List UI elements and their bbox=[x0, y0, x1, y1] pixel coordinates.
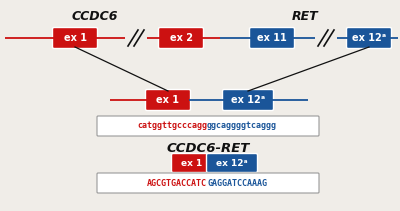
FancyBboxPatch shape bbox=[206, 153, 258, 173]
Text: ex 2: ex 2 bbox=[170, 33, 192, 43]
Text: ex 12ᵃ: ex 12ᵃ bbox=[231, 95, 265, 105]
FancyBboxPatch shape bbox=[52, 27, 98, 49]
Text: CCDC6: CCDC6 bbox=[72, 10, 118, 23]
FancyBboxPatch shape bbox=[97, 116, 319, 136]
FancyBboxPatch shape bbox=[158, 27, 204, 49]
FancyBboxPatch shape bbox=[97, 173, 319, 193]
Text: ex 12ᵃ: ex 12ᵃ bbox=[216, 158, 248, 168]
Text: AGCGTGACCATC: AGCGTGACCATC bbox=[147, 179, 207, 188]
Text: ex 12ᵃ: ex 12ᵃ bbox=[352, 33, 386, 43]
Text: ggcaggggtcaggg: ggcaggggtcaggg bbox=[207, 122, 277, 130]
Text: RET: RET bbox=[292, 10, 318, 23]
FancyBboxPatch shape bbox=[172, 153, 212, 173]
Text: ex 1: ex 1 bbox=[156, 95, 180, 105]
FancyBboxPatch shape bbox=[346, 27, 392, 49]
Text: ex 11: ex 11 bbox=[257, 33, 287, 43]
Text: ex 1: ex 1 bbox=[64, 33, 86, 43]
Text: ex 1: ex 1 bbox=[181, 158, 203, 168]
Text: CCDC6-RET: CCDC6-RET bbox=[166, 142, 250, 154]
FancyBboxPatch shape bbox=[222, 89, 274, 111]
Text: catggttgcccagg: catggttgcccagg bbox=[137, 122, 207, 130]
FancyBboxPatch shape bbox=[146, 89, 190, 111]
Text: GAGGATCCAAAG: GAGGATCCAAAG bbox=[207, 179, 267, 188]
FancyBboxPatch shape bbox=[250, 27, 294, 49]
